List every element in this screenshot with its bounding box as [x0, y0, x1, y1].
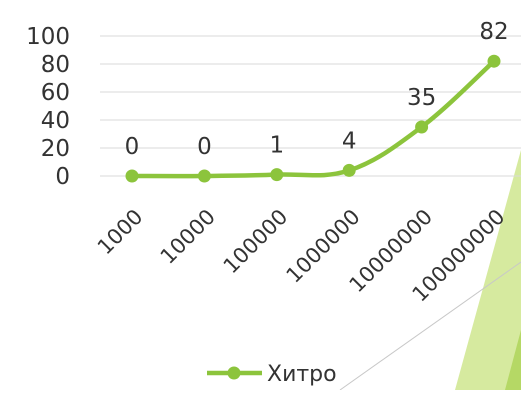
legend-label: Хитро — [267, 362, 337, 387]
decor-triangle-mid — [505, 330, 521, 390]
legend-marker — [227, 366, 241, 380]
decor-line — [339, 261, 521, 391]
data-point — [342, 163, 356, 177]
background-decoration — [339, 150, 521, 391]
x-tick-label: 100000 — [219, 205, 293, 279]
data-label: 1 — [269, 133, 284, 159]
decor-triangle-light — [455, 150, 521, 390]
gridlines — [100, 35, 521, 177]
series-line — [129, 58, 497, 179]
data-labels: 0 0 1 4 35 82 — [125, 19, 509, 160]
data-point — [197, 169, 211, 183]
series-group — [125, 54, 501, 183]
y-tick-label: 40 — [41, 108, 70, 134]
x-tick-label: 10000 — [156, 205, 220, 269]
data-point — [270, 168, 284, 182]
data-label: 0 — [197, 134, 212, 160]
y-tick-label: 0 — [55, 164, 70, 190]
data-point — [125, 169, 139, 183]
data-label: 4 — [342, 128, 357, 154]
data-label: 82 — [479, 19, 508, 45]
y-tick-label: 60 — [41, 80, 70, 106]
y-tick-label: 80 — [41, 52, 70, 78]
data-label: 35 — [407, 85, 436, 111]
legend: Хитро — [207, 362, 337, 387]
y-tick-label: 100 — [26, 24, 70, 50]
data-point — [415, 120, 429, 134]
y-tick-label: 20 — [41, 136, 70, 162]
data-label: 0 — [125, 134, 140, 160]
x-tick-label: 1000 — [93, 205, 148, 260]
data-point — [487, 54, 501, 68]
